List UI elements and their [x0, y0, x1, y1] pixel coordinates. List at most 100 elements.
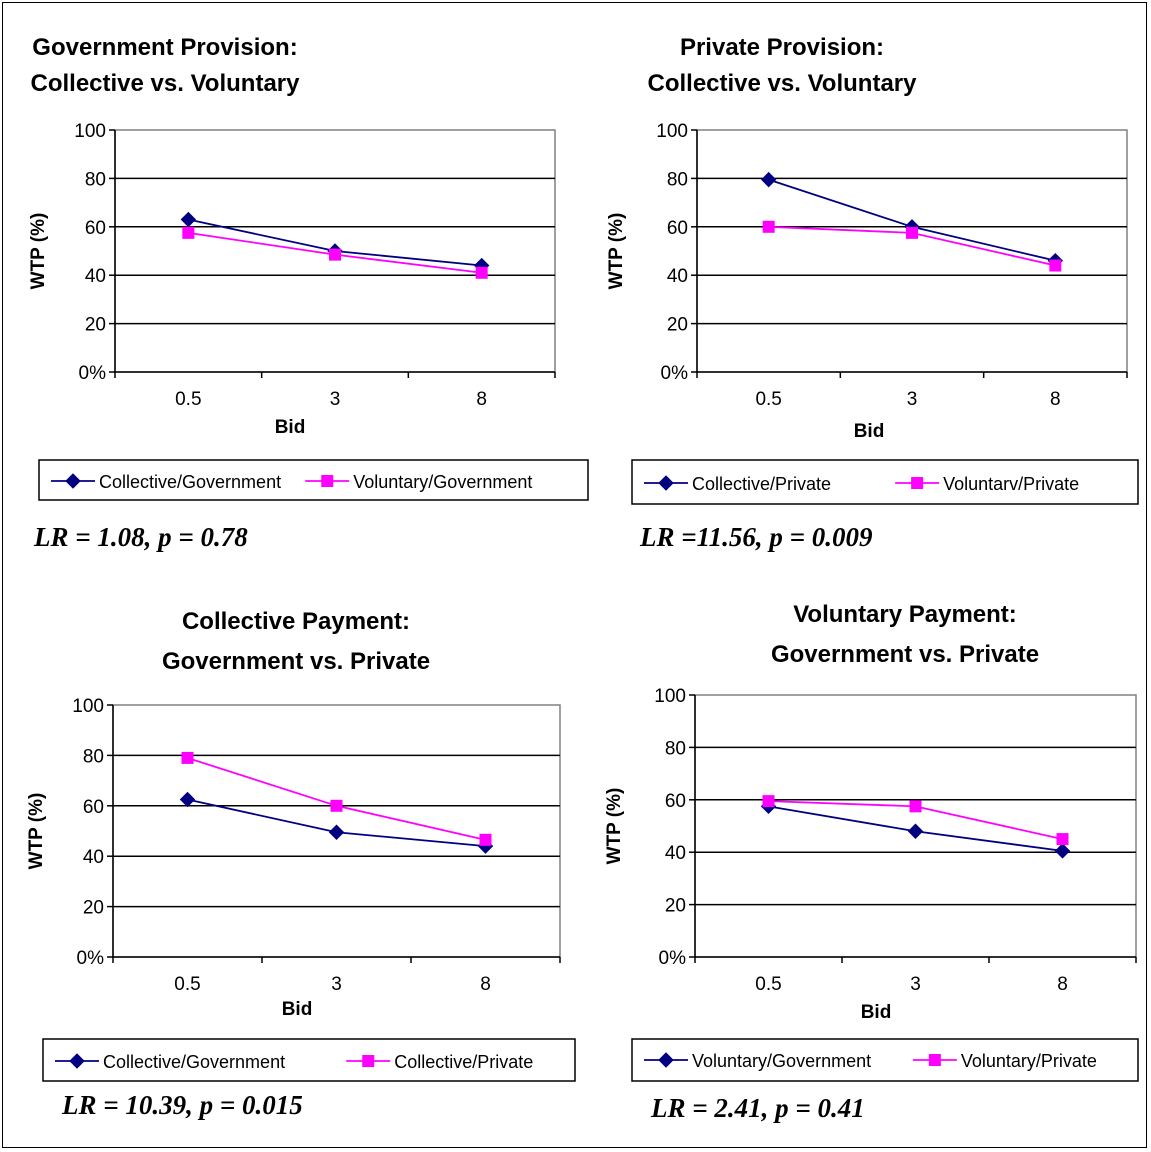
x-tick-label: 3 — [910, 974, 921, 995]
data-point — [762, 795, 775, 808]
y-tick-label: 100 — [656, 121, 688, 142]
data-point — [1056, 833, 1069, 846]
y-tick-label: 40 — [667, 266, 688, 287]
y-tick-label: 0% — [79, 363, 107, 384]
chart-title-line: Government vs. Private — [771, 641, 1039, 668]
x-tick-label: 3 — [907, 389, 918, 410]
y-axis-label: WTP (%) — [28, 213, 49, 290]
y-tick-label: 40 — [83, 847, 104, 868]
data-point — [909, 800, 922, 813]
x-axis-label: Bid — [282, 999, 313, 1020]
y-tick-label: 60 — [667, 218, 688, 239]
data-point — [475, 266, 488, 279]
y-tick-label: 80 — [85, 169, 106, 190]
x-tick-label: 0.5 — [755, 389, 781, 410]
chart-title-line: Voluntary Payment: — [793, 601, 1017, 628]
x-tick-label: 8 — [1050, 389, 1061, 410]
y-tick-label: 80 — [667, 169, 688, 190]
data-point — [182, 226, 195, 239]
x-tick-label: 3 — [330, 389, 341, 410]
stat-annotation: LR = 1.08, p = 0.78 — [33, 522, 248, 552]
legend-entry: Collective/Government — [99, 472, 281, 492]
data-point — [762, 220, 775, 233]
chart-4: Voluntary Payment: Government vs. Private… — [604, 601, 1139, 1123]
data-point — [181, 751, 194, 764]
legend — [631, 459, 1139, 505]
y-tick-label: 0% — [661, 363, 689, 384]
y-axis-label: WTP (%) — [606, 213, 627, 290]
x-axis-label: Bid — [854, 421, 885, 442]
legend — [631, 1038, 1139, 1082]
stat-annotation: LR = 10.39, p = 0.015 — [61, 1090, 303, 1120]
y-tick-label: 20 — [667, 315, 688, 336]
x-tick-label: 8 — [480, 974, 491, 995]
data-point — [1049, 259, 1062, 272]
y-tick-label: 60 — [83, 797, 104, 818]
legend-marker — [658, 1052, 674, 1068]
y-tick-label: 40 — [85, 266, 106, 287]
chart-title-line: Government Provision: — [32, 34, 297, 61]
legend-entry: Voluntary/Government — [692, 1051, 871, 1071]
y-tick-label: 20 — [665, 896, 686, 917]
x-axis-label: Bid — [861, 1002, 892, 1023]
x-tick-label: 8 — [476, 389, 487, 410]
chart-3: Collective Payment: Government vs. Privat… — [26, 608, 576, 1120]
data-point — [329, 248, 341, 261]
data-point — [1054, 843, 1071, 859]
y-tick-label: 60 — [665, 791, 686, 812]
x-tick-label: 0.5 — [174, 974, 200, 995]
y-axis-label: WTP (%) — [604, 788, 625, 865]
y-tick-label: 0% — [77, 948, 105, 969]
stat-annotation: LR = 2.41, p = 0.41 — [650, 1093, 865, 1123]
legend-marker — [69, 1053, 85, 1069]
y-tick-label: 80 — [665, 738, 686, 759]
data-point — [479, 833, 492, 846]
legend — [38, 459, 589, 501]
legend-marker — [362, 1055, 375, 1067]
legend-entry: Collective/Government — [103, 1052, 285, 1072]
legend-entry: Voluntary/Government — [353, 472, 532, 492]
y-tick-label: 0% — [659, 948, 687, 969]
legend-marker — [928, 1054, 941, 1066]
legend-entry: Collective/Private — [394, 1052, 533, 1072]
x-tick-label: 0.5 — [175, 389, 201, 410]
x-tick-label: 8 — [1057, 974, 1068, 995]
y-tick-label: 60 — [85, 218, 106, 239]
chart-title-line: Private Provision: — [680, 34, 884, 61]
chart-title-line: Collective vs. Voluntary — [31, 70, 301, 97]
legend-marker — [321, 475, 334, 487]
data-point — [328, 824, 345, 840]
y-tick-label: 80 — [83, 746, 104, 767]
y-axis-label: WTP (%) — [26, 793, 47, 870]
chart-title-line: Government vs. Private — [162, 648, 430, 675]
y-tick-label: 40 — [665, 843, 686, 864]
data-point — [907, 823, 924, 839]
x-tick-label: 3 — [331, 974, 342, 995]
y-tick-label: 100 — [654, 686, 686, 707]
y-tick-label: 100 — [74, 121, 106, 142]
y-tick-label: 20 — [85, 315, 106, 336]
chart-title-line: Collective vs. Voluntary — [648, 70, 918, 97]
x-axis-label: Bid — [275, 417, 306, 438]
legend-entry: Voluntarv/Private — [943, 474, 1079, 494]
legend-marker — [65, 473, 81, 489]
data-point — [906, 226, 918, 239]
stat-annotation: LR =11.56, p = 0.009 — [639, 522, 873, 552]
plot-area — [696, 129, 1128, 373]
data-point — [179, 791, 196, 808]
legend — [42, 1038, 576, 1082]
legend-entry: Collective/Private — [692, 474, 831, 494]
y-tick-label: 20 — [83, 898, 104, 919]
x-tick-label: 0.5 — [755, 974, 781, 995]
legend-marker — [911, 477, 924, 489]
chart-2: Private Provision: Collective vs. Volunta… — [606, 34, 1139, 552]
data-point — [760, 171, 777, 188]
legend-entry: Voluntary/Private — [961, 1051, 1097, 1071]
chart-title-line: Collective Payment: — [182, 608, 410, 635]
legend-marker — [658, 475, 674, 491]
y-tick-label: 100 — [72, 696, 104, 717]
data-point — [180, 211, 197, 228]
data-point — [330, 799, 343, 812]
